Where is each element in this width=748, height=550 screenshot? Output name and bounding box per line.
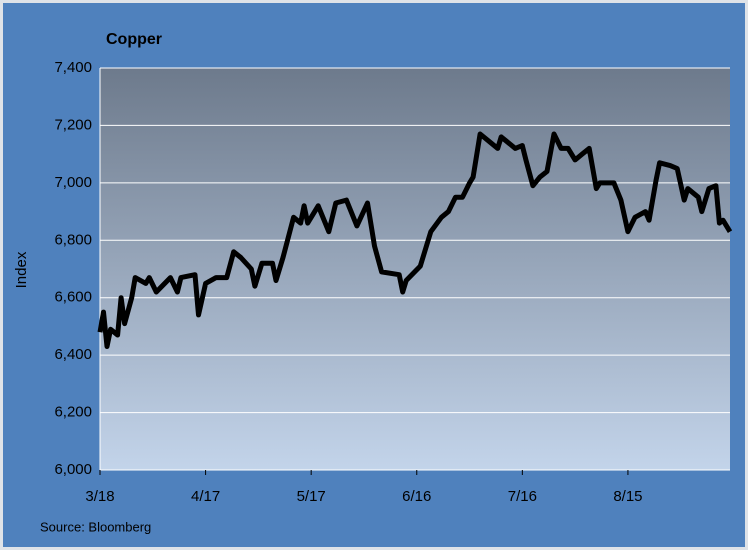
x-tick-label: 7/16 <box>508 488 537 505</box>
x-tick-label: 6/16 <box>402 488 431 505</box>
y-tick-label: 6,000 <box>54 461 92 478</box>
x-tick-label: 8/15 <box>613 488 642 505</box>
y-axis-label: Index <box>13 251 30 288</box>
x-tick-label: 3/18 <box>85 488 114 505</box>
data-line <box>97 131 733 349</box>
source-note: Source: Bloomberg <box>40 519 151 534</box>
y-tick-label: 6,600 <box>54 289 92 306</box>
y-tick-label: 6,400 <box>54 346 92 363</box>
y-tick-label: 7,400 <box>54 59 92 76</box>
y-tick-label: 6,800 <box>54 231 92 248</box>
y-tick-label: 7,200 <box>54 116 92 133</box>
x-tick-label: 4/17 <box>191 488 220 505</box>
y-tick-label: 7,000 <box>54 174 92 191</box>
chart-title: Copper <box>106 31 162 48</box>
x-tick-label: 5/17 <box>297 488 326 505</box>
y-tick-label: 6,200 <box>54 404 92 421</box>
